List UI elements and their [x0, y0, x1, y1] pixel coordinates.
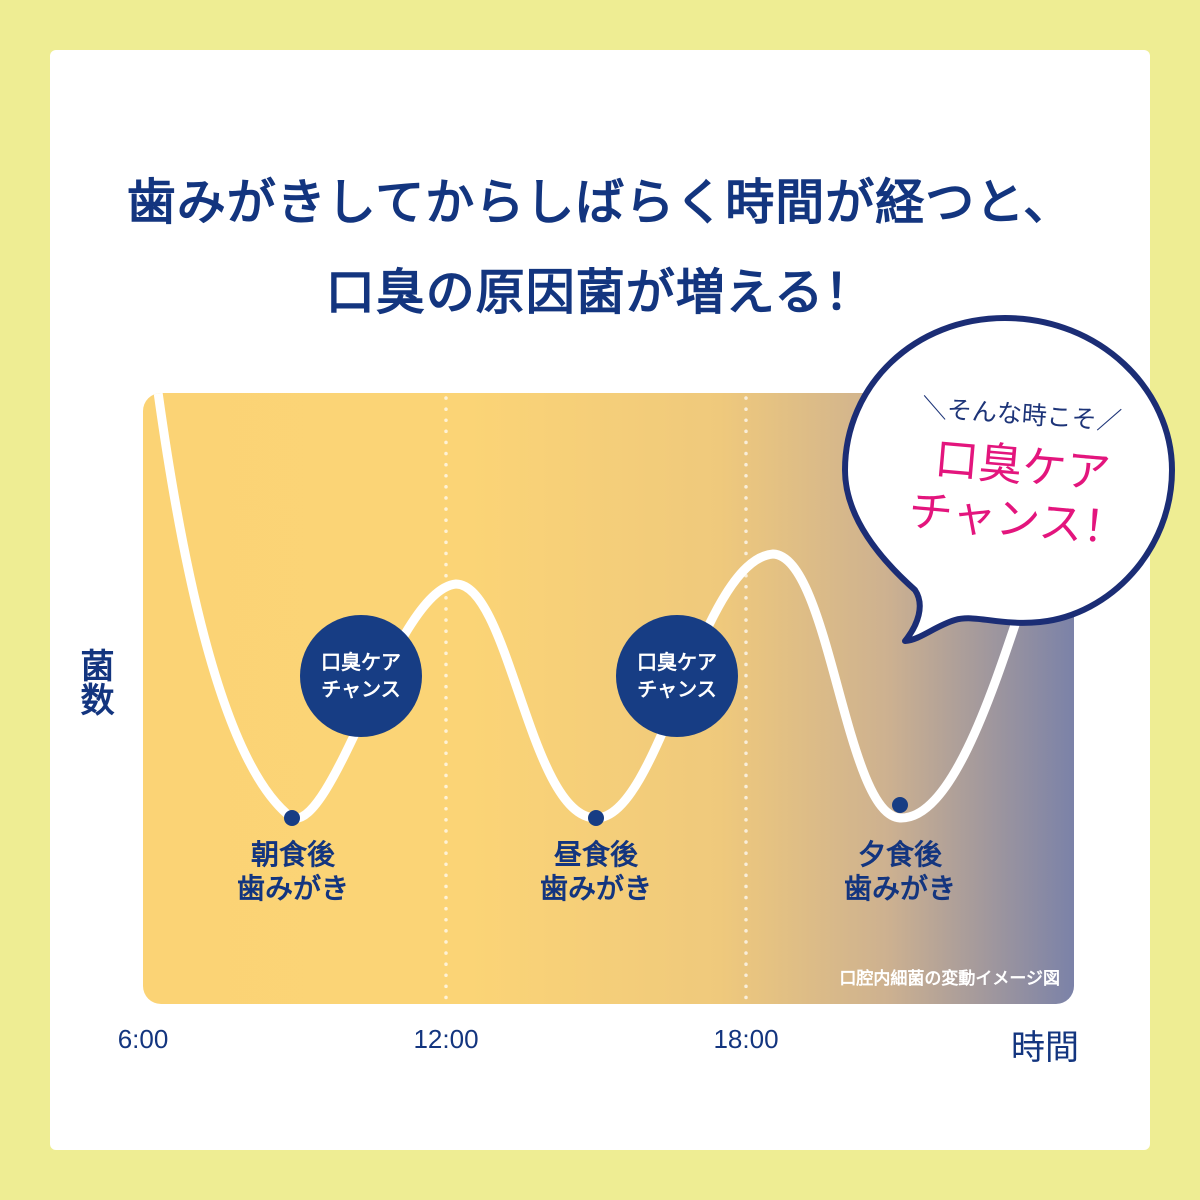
marker-label-noon: 昼食後 歯みがき [539, 838, 652, 905]
x-axis-label: 時間 [1011, 1028, 1079, 1068]
x-tick-12: 12:00 [413, 1024, 479, 1054]
x-tick-18: 18:00 [713, 1024, 779, 1054]
chance-badge-noon: 口臭ケア チャンス [616, 615, 738, 737]
bacteria-curve [150, 393, 1025, 823]
x-tick-6: 6:00 [117, 1024, 169, 1054]
marker-label-morning: 朝食後 歯みがき [236, 838, 349, 905]
chart-footnote: 口腔内細菌の変動イメージ図 [839, 969, 1060, 989]
headline: 歯みがきしてからしばらく時間が経つと、 口臭の原因菌が増える！ [0, 158, 1200, 338]
min-dot-evening [892, 797, 908, 813]
min-dot-noon [588, 810, 604, 826]
chart-plot-area [143, 393, 1074, 1004]
speech-bubble [842, 315, 1175, 644]
marker-label-evening: 夕食後 歯みがき [843, 838, 956, 905]
bubble-main-text: 口臭ケア チャンス！ [906, 433, 1129, 556]
min-dot-morning [284, 810, 300, 826]
headline-line-2: 口臭の原因菌が増える！ [325, 264, 875, 321]
headline-line-1: 歯みがきしてからしばらく時間が経つと、 [126, 174, 1074, 231]
y-axis-label: 菌数 [74, 648, 114, 716]
chance-badge-morning: 口臭ケア チャンス [300, 615, 422, 737]
